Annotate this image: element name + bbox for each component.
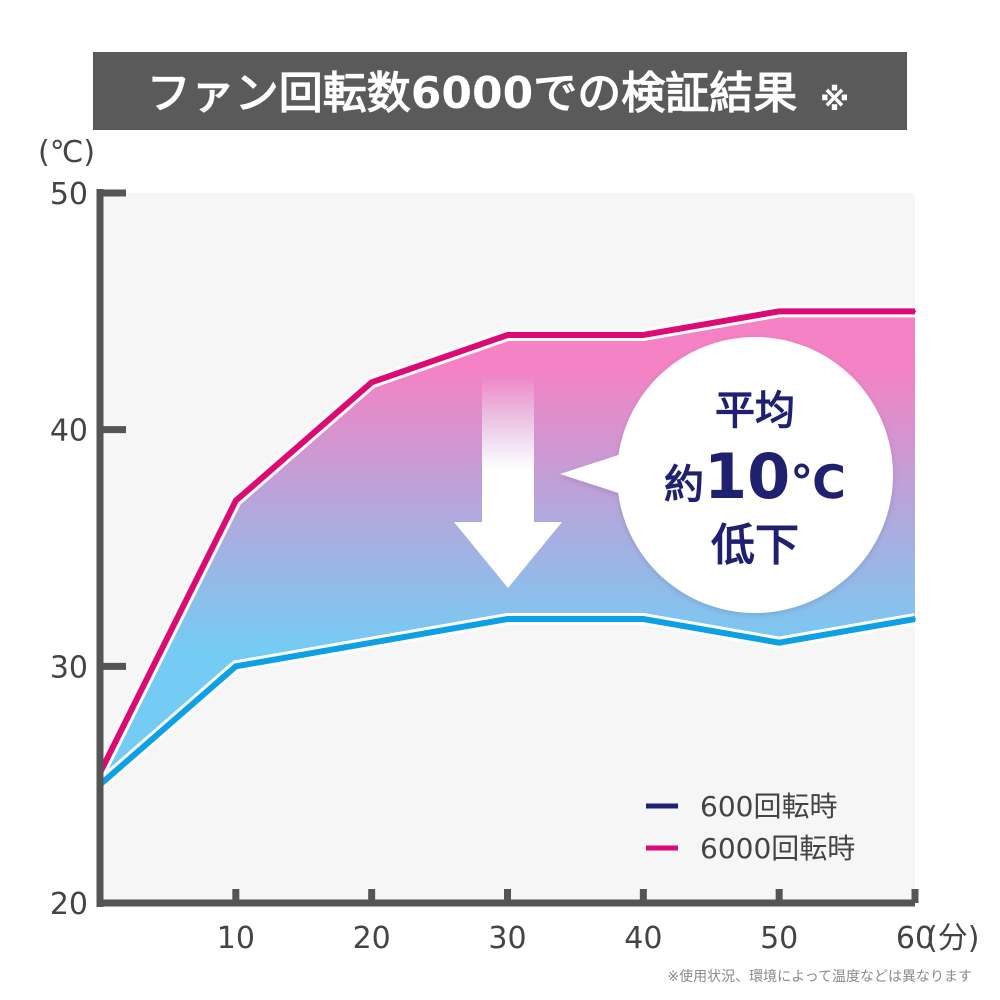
title-banner <box>93 52 907 130</box>
series-line-6000-point-30 <box>506 334 509 336</box>
x-tick-label-20: 20 <box>353 921 391 956</box>
chart-title: ファン回転数6000での検証結果 <box>147 68 797 119</box>
series-line-600-point-40 <box>642 618 645 620</box>
y-tick-label-30: 30 <box>50 650 88 685</box>
series-line-6000-point-50 <box>778 310 781 313</box>
title-note-mark: ※ <box>820 83 849 118</box>
y-tick-label-40: 40 <box>50 414 88 449</box>
x-axis-unit: (分) <box>926 921 979 956</box>
series-line-6000-point-20 <box>370 381 373 384</box>
x-tick-label-30: 30 <box>488 921 526 956</box>
series-line-6000-point-40 <box>642 334 645 336</box>
down-arrow-icon <box>454 375 562 588</box>
x-tick-label-10: 10 <box>217 921 255 956</box>
y-tick-label-20: 20 <box>50 887 88 922</box>
x-tick-label-60: 60 <box>896 921 934 956</box>
series-line-600-point-10 <box>234 665 237 668</box>
x-tick-label-50: 50 <box>760 921 798 956</box>
series-line-6000-point-60 <box>914 310 916 313</box>
y-axis-unit: (℃) <box>38 135 95 170</box>
legend-label-600: 600回転時 <box>700 790 837 823</box>
series-line-600-point-50 <box>778 641 781 644</box>
series-line-6000-point-10 <box>234 499 237 502</box>
legend: 600回転時 6000回転時 <box>646 790 855 865</box>
series-line-600-point-60 <box>914 618 916 620</box>
callout-line-value: 約10℃ <box>664 440 846 513</box>
footnote: ※使用状況、環境によって温度などは異なります <box>667 968 972 985</box>
callout-line-decrease: 低下 <box>711 520 799 571</box>
y-tick-label-50: 50 <box>50 177 88 212</box>
x-tick-label-40: 40 <box>624 921 662 956</box>
callout-line-average: 平均 <box>715 388 795 434</box>
series-line-600-point-20 <box>370 641 373 644</box>
legend-label-6000: 6000回転時 <box>700 832 855 865</box>
speech-bubble-icon <box>560 337 893 613</box>
series-line-600-point-30 <box>506 618 509 620</box>
